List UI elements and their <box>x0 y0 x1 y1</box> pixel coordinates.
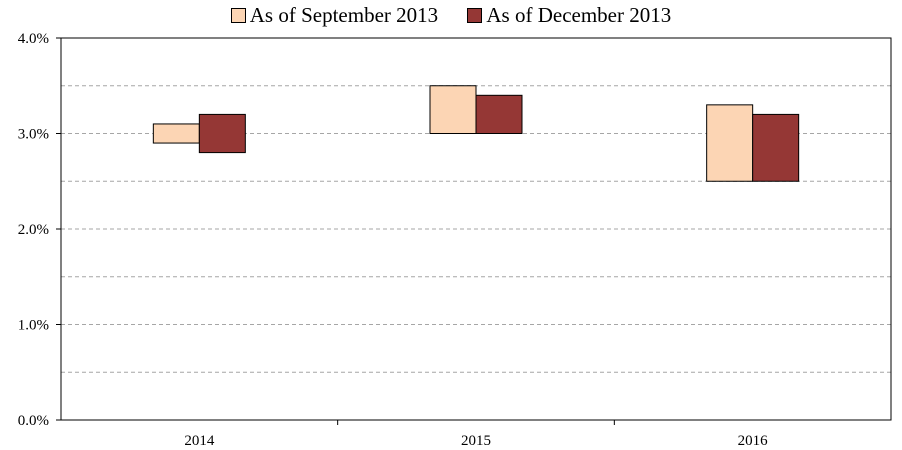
x-tick-label: 2015 <box>461 433 491 449</box>
x-tick-label: 2014 <box>184 433 215 449</box>
legend-swatch-december <box>467 8 483 23</box>
y-tick-label: 2.0% <box>18 222 49 238</box>
legend-item-september: As of September 2013 <box>230 3 439 28</box>
bar-december-2014 <box>198 113 246 154</box>
y-tick-label: 4.0% <box>18 31 49 47</box>
bar-september-2015 <box>429 85 477 134</box>
legend-item-december: As of December 2013 <box>467 3 671 28</box>
y-tick-label: 0.0% <box>18 413 49 429</box>
legend-swatch-september <box>230 8 246 23</box>
bar-september-2016 <box>706 104 754 182</box>
bar-december-2016 <box>752 113 800 182</box>
bar-september-2014 <box>152 123 200 144</box>
bar-december-2015 <box>475 94 523 135</box>
legend-label-september: As of September 2013 <box>249 3 439 27</box>
legend: As of September 2013 As of December 2013 <box>0 3 902 29</box>
x-tick-label: 2016 <box>738 433 769 449</box>
y-tick-label: 1.0% <box>18 318 49 334</box>
y-tick-label: 3.0% <box>18 127 49 143</box>
legend-label-december: As of December 2013 <box>486 3 672 27</box>
